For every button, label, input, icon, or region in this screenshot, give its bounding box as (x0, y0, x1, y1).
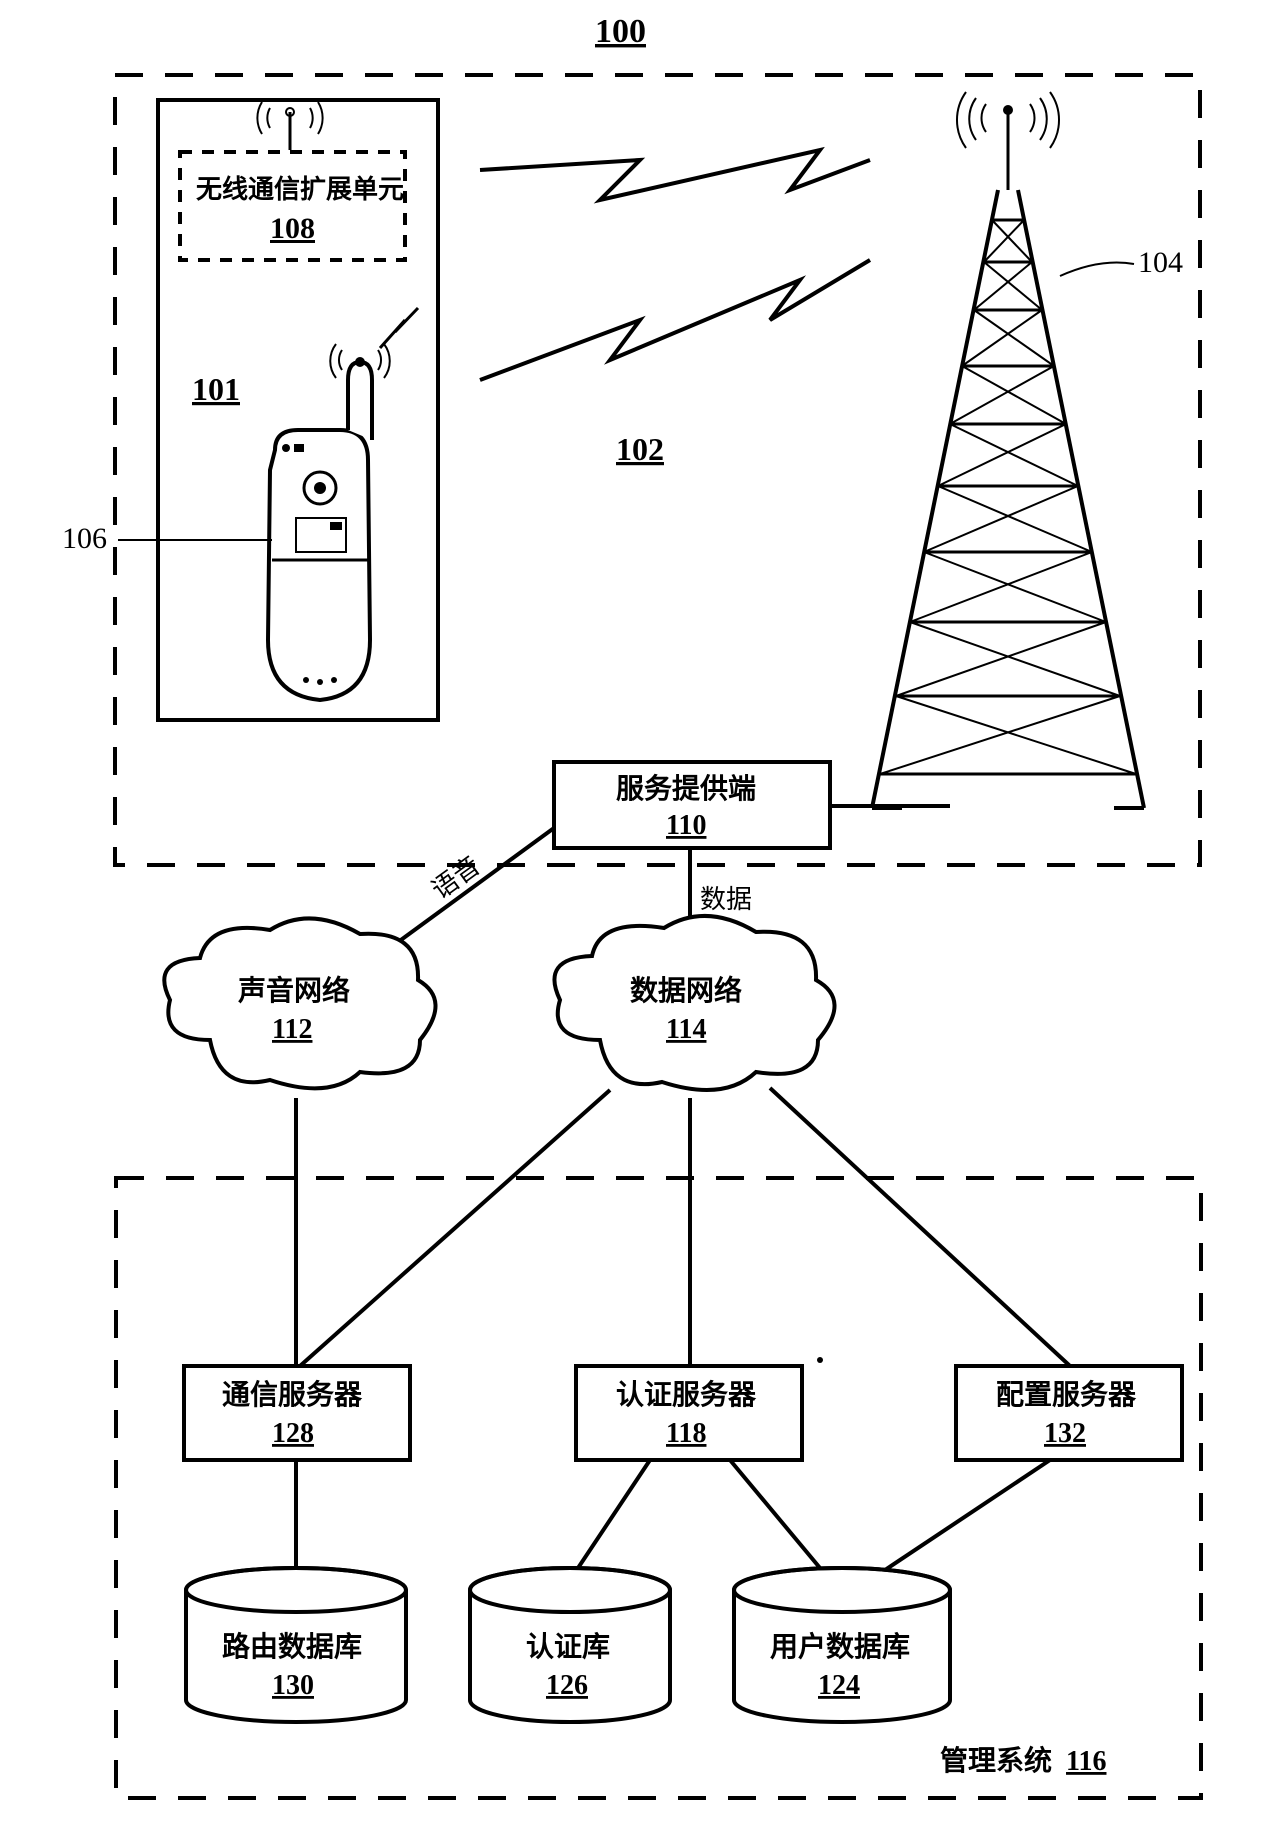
ref-101: 101 (192, 371, 240, 407)
rf-bolt-mid (480, 260, 870, 380)
comm-server-num: 128 (272, 1418, 314, 1449)
route-db-num: 130 (272, 1670, 314, 1701)
service-provider-num: 110 (666, 810, 706, 841)
voice-cloud: 声音网络 112 (164, 918, 435, 1088)
user-db-label: 用户数据库 (770, 1630, 910, 1663)
voice-cloud-label: 声音网络 (238, 974, 350, 1007)
tower-icon (872, 92, 1144, 808)
auth-server-label: 认证服务器 (616, 1379, 757, 1411)
ref-104: 104 (1138, 246, 1183, 279)
mgmt-system-label: 管理系统 116 (940, 1744, 1106, 1777)
data-cloud-num: 114 (666, 1014, 706, 1045)
user-db-num: 124 (818, 1670, 860, 1701)
route-db-label: 路由数据库 (222, 1631, 362, 1663)
auth-db-icon: 认证库 126 (470, 1568, 670, 1722)
rf-bolt-top (480, 150, 870, 200)
user-db-icon: 用户数据库 124 (734, 1568, 950, 1722)
wireless-ext-num: 108 (270, 212, 315, 245)
ref-100: 100 (595, 13, 646, 50)
service-provider-label: 服务提供端 (616, 773, 756, 805)
route-db-icon: 路由数据库 130 (186, 1568, 406, 1722)
config-server-label: 配置服务器 (996, 1379, 1137, 1411)
data-edge-label: 数据 (700, 885, 752, 914)
ref-106: 106 (62, 522, 107, 555)
wireless-ext-label: 无线通信扩展单元 (196, 175, 404, 204)
comm-server-label: 通信服务器 (222, 1379, 363, 1411)
ref-102: 102 (616, 431, 664, 467)
auth-server-num: 118 (666, 1418, 706, 1449)
data-cloud-label: 数据网络 (630, 974, 742, 1007)
voice-edge-label: 语音 (426, 851, 485, 905)
config-server-num: 132 (1044, 1418, 1086, 1449)
auth-db-num: 126 (546, 1670, 588, 1701)
voice-cloud-num: 112 (272, 1014, 312, 1045)
diagram-canvas: 100 无线通信扩展单元 108 101 (0, 0, 1280, 1830)
data-cloud: 数据网络 114 (554, 916, 834, 1090)
auth-db-label: 认证库 (526, 1631, 610, 1663)
